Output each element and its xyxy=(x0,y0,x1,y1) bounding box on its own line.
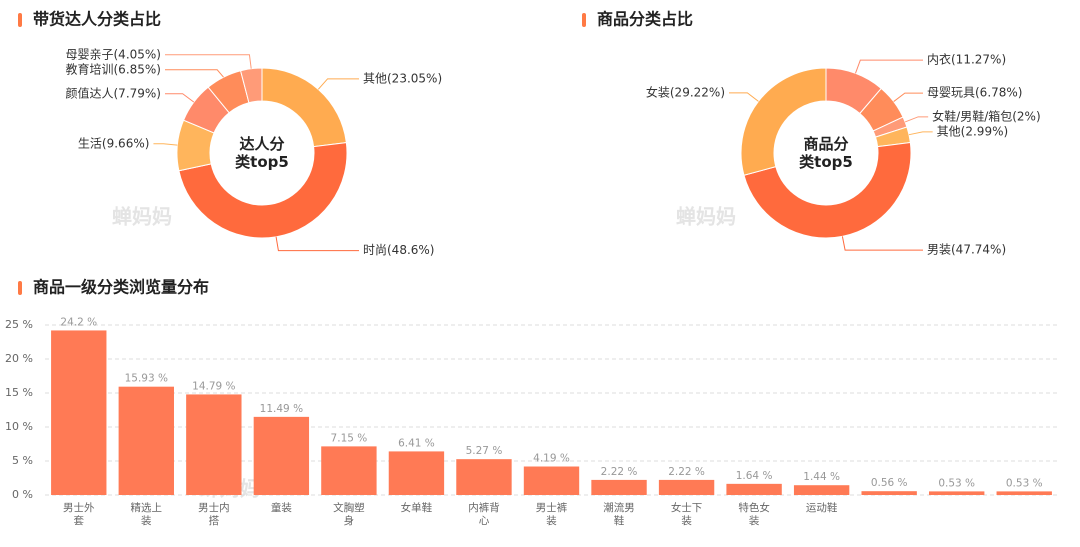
chart-title: 带货达人分类占比 xyxy=(33,10,161,29)
leader-line xyxy=(165,54,252,69)
chart-title: 商品一级分类浏览量分布 xyxy=(33,278,209,297)
value-label: 14.79 % xyxy=(192,380,235,392)
bar xyxy=(186,394,242,495)
leader-line xyxy=(729,92,759,102)
value-label: 15.93 % xyxy=(125,373,168,385)
slice-label: 生活(9.66%) xyxy=(78,136,150,150)
bar xyxy=(726,483,782,495)
slice-label: 教育培训(6.85%) xyxy=(66,61,162,76)
slice-label: 女装(29.22%) xyxy=(646,84,725,99)
leader-line xyxy=(904,116,929,123)
bar xyxy=(456,459,512,495)
y-tick-label: 0 % xyxy=(12,488,33,501)
pie-slice xyxy=(239,67,263,104)
leader-line xyxy=(165,93,195,103)
leader-line xyxy=(893,92,923,102)
leader-line xyxy=(855,59,923,74)
bar xyxy=(996,491,1052,495)
y-tick-label: 5 % xyxy=(12,454,33,467)
slice-label: 母婴亲子(4.05%) xyxy=(66,47,162,61)
x-tick-label: 女单鞋 xyxy=(400,502,433,514)
center-label: 商品分类top5 xyxy=(799,135,853,171)
title-marker xyxy=(582,13,586,27)
bar xyxy=(321,446,377,495)
leader-line xyxy=(153,143,178,146)
value-label: 11.49 % xyxy=(260,403,303,415)
center-label: 达人分类top5 xyxy=(235,135,289,171)
slice-label: 其他(2.99%) xyxy=(937,124,1009,138)
x-tick-label: 内裤背心 xyxy=(468,502,500,527)
value-label: 0.56 % xyxy=(871,477,908,489)
value-label: 7.15 % xyxy=(331,432,368,444)
value-label: 6.41 % xyxy=(398,437,435,449)
slice-label: 女鞋/男鞋/箱包(2%) xyxy=(932,108,1040,123)
x-tick-label: 男士外套 xyxy=(63,502,95,527)
pie-slice xyxy=(740,67,827,176)
bar xyxy=(658,479,715,495)
x-tick-label: 女士下装 xyxy=(670,502,703,527)
leader-line xyxy=(841,236,923,251)
leader-line xyxy=(165,69,224,78)
y-tick-label: 10 % xyxy=(5,420,33,433)
slice-label: 母婴玩具(6.78%) xyxy=(927,86,1023,100)
bar xyxy=(793,485,850,495)
value-label: 24.2 % xyxy=(60,316,97,328)
leader-line xyxy=(317,78,359,90)
x-tick-label: 潮流男鞋 xyxy=(603,502,635,527)
bar xyxy=(861,491,917,495)
value-label: 0.53 % xyxy=(938,477,975,489)
chart-title: 商品分类占比 xyxy=(597,10,693,29)
x-tick-label: 特色女装 xyxy=(738,502,770,527)
pie-slice xyxy=(178,142,348,239)
title-marker xyxy=(18,13,22,27)
slice-label: 其他(23.05%) xyxy=(363,71,442,85)
leader-line xyxy=(908,131,933,136)
x-tick-label: 童装 xyxy=(270,502,292,514)
bar xyxy=(591,479,647,495)
value-label: 1.64 % xyxy=(736,470,773,482)
slice-label: 颜值达人(7.79%) xyxy=(66,85,162,100)
value-label: 5.27 % xyxy=(466,445,503,457)
value-label: 2.22 % xyxy=(668,466,705,478)
bar xyxy=(929,491,985,495)
watermark: 蝉妈妈 xyxy=(112,205,172,229)
slice-label: 时尚(48.6%) xyxy=(363,243,435,257)
slice-label: 内衣(11.27%) xyxy=(927,52,1006,67)
title-marker xyxy=(18,281,22,295)
bar xyxy=(523,466,580,495)
slice-label: 男装(47.74%) xyxy=(927,243,1006,257)
leader-line xyxy=(275,236,359,252)
bar xyxy=(388,451,445,495)
watermark: 蝉妈妈 xyxy=(676,205,736,229)
y-tick-label: 20 % xyxy=(5,352,33,365)
value-label: 0.53 % xyxy=(1006,477,1043,489)
x-tick-label: 男士裤装 xyxy=(535,502,568,527)
bar xyxy=(253,416,310,495)
x-tick-label: 运动鞋 xyxy=(805,502,838,514)
y-tick-label: 25 % xyxy=(5,318,33,331)
x-tick-label: 男士内搭 xyxy=(198,502,230,527)
x-tick-label: 文胸塑身 xyxy=(333,502,365,527)
y-tick-label: 15 % xyxy=(5,386,33,399)
value-label: 4.19 % xyxy=(533,453,570,465)
bar xyxy=(118,386,174,495)
pie-slice xyxy=(743,142,912,239)
x-tick-label: 精选上装 xyxy=(130,502,163,527)
value-label: 1.44 % xyxy=(803,471,840,483)
value-label: 2.22 % xyxy=(601,466,638,478)
bar xyxy=(51,330,107,495)
